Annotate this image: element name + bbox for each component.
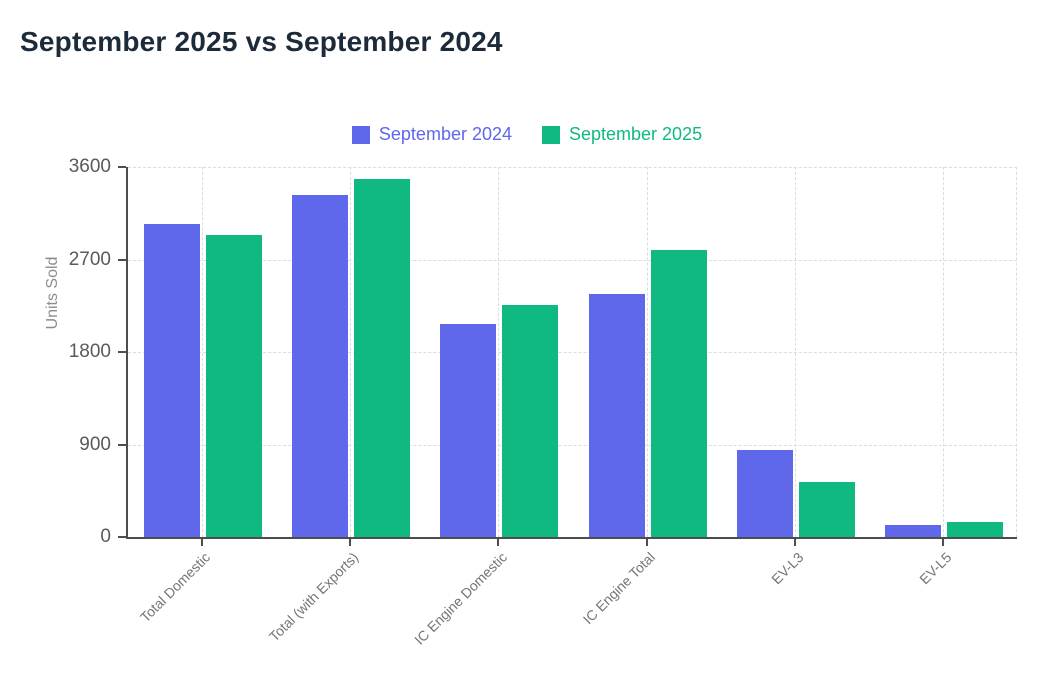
x-tick-mark-0: [201, 539, 204, 546]
bar-september-2024-ev-l5[interactable]: [884, 525, 941, 537]
legend-swatch-september-2024-icon: [351, 125, 370, 144]
x-tick-mark-5: [941, 539, 944, 546]
x-gridline-5: [942, 167, 944, 537]
x-tick-label: Total (with Exports): [266, 549, 362, 645]
x-tick-label: IC Engine Domestic: [410, 549, 510, 648]
chart-title: September 2025 vs September 2024: [20, 26, 503, 57]
y-tick-label-3600: 3600: [68, 156, 111, 177]
x-tick-mark-4: [793, 539, 796, 546]
y-tick-label-2700: 2700: [68, 248, 111, 270]
y-tick-mark-3600: [118, 166, 126, 168]
bar-september-2025-total-domestic[interactable]: [206, 234, 263, 537]
y-gridline-1800: [128, 352, 1017, 353]
x-gridline-4: [794, 167, 796, 537]
bar-september-2024-ev-l3[interactable]: [736, 450, 793, 537]
x-tick-label: IC Engine Total: [579, 549, 658, 628]
bar-september-2024-ic-engine-domestic[interactable]: [440, 324, 497, 537]
legend-item-september-2025[interactable]: September 2025: [542, 124, 702, 145]
plot-right-gridline: [1016, 167, 1017, 537]
y-axis-title: Units Sold: [44, 256, 61, 330]
legend: September 2024 September 2025: [0, 124, 1054, 145]
plot-area: 0 900 1800 2700 3600 Total Domestic Total (wit…: [69, 156, 1017, 648]
bar-september-2025-ic-engine-total[interactable]: [650, 249, 707, 537]
legend-swatch-september-2025-icon: [542, 125, 560, 144]
y-tick-mark-900: [118, 443, 126, 446]
x-gridline-1: [350, 167, 352, 537]
y-tick-label-0: 0: [100, 526, 111, 547]
bar-september-2024-total-with-exports-[interactable]: [292, 194, 349, 537]
bar-september-2025-ev-l3[interactable]: [798, 481, 855, 537]
y-tick-label-900: 900: [79, 433, 111, 455]
x-gridline-3: [646, 167, 648, 537]
x-gridline-0: [202, 167, 204, 537]
y-gridline-900: [128, 444, 1017, 446]
x-tick-mark-2: [497, 539, 500, 546]
legend-item-september-2024[interactable]: September 2024: [351, 124, 512, 145]
x-tick-mark-1: [349, 539, 352, 546]
legend-label-september-2025: September 2025: [569, 124, 703, 144]
x-tick-label: EV-L3: [767, 549, 807, 588]
y-gridline-3600: [128, 167, 1017, 168]
x-tick-mark-3: [645, 539, 648, 546]
bar-september-2024-total-domestic[interactable]: [144, 223, 201, 537]
y-tick-label-1800: 1800: [68, 341, 111, 362]
bar-september-2025-ev-l5[interactable]: [946, 521, 1003, 537]
y-tick-mark-2700: [118, 258, 126, 261]
x-tick-label: Total Domestic: [137, 549, 214, 626]
bar-september-2024-ic-engine-total[interactable]: [588, 294, 645, 537]
y-tick-mark-1800: [118, 351, 126, 353]
x-tick-label: EV-L5: [915, 549, 955, 588]
y-gridline-2700: [128, 259, 1017, 261]
legend-label-september-2024: September 2024: [378, 124, 512, 144]
bar-september-2025-ic-engine-domestic[interactable]: [502, 304, 559, 537]
y-tick-mark-0: [118, 536, 126, 538]
x-gridline-2: [498, 167, 500, 537]
bar-september-2025-total-with-exports-[interactable]: [354, 179, 411, 537]
